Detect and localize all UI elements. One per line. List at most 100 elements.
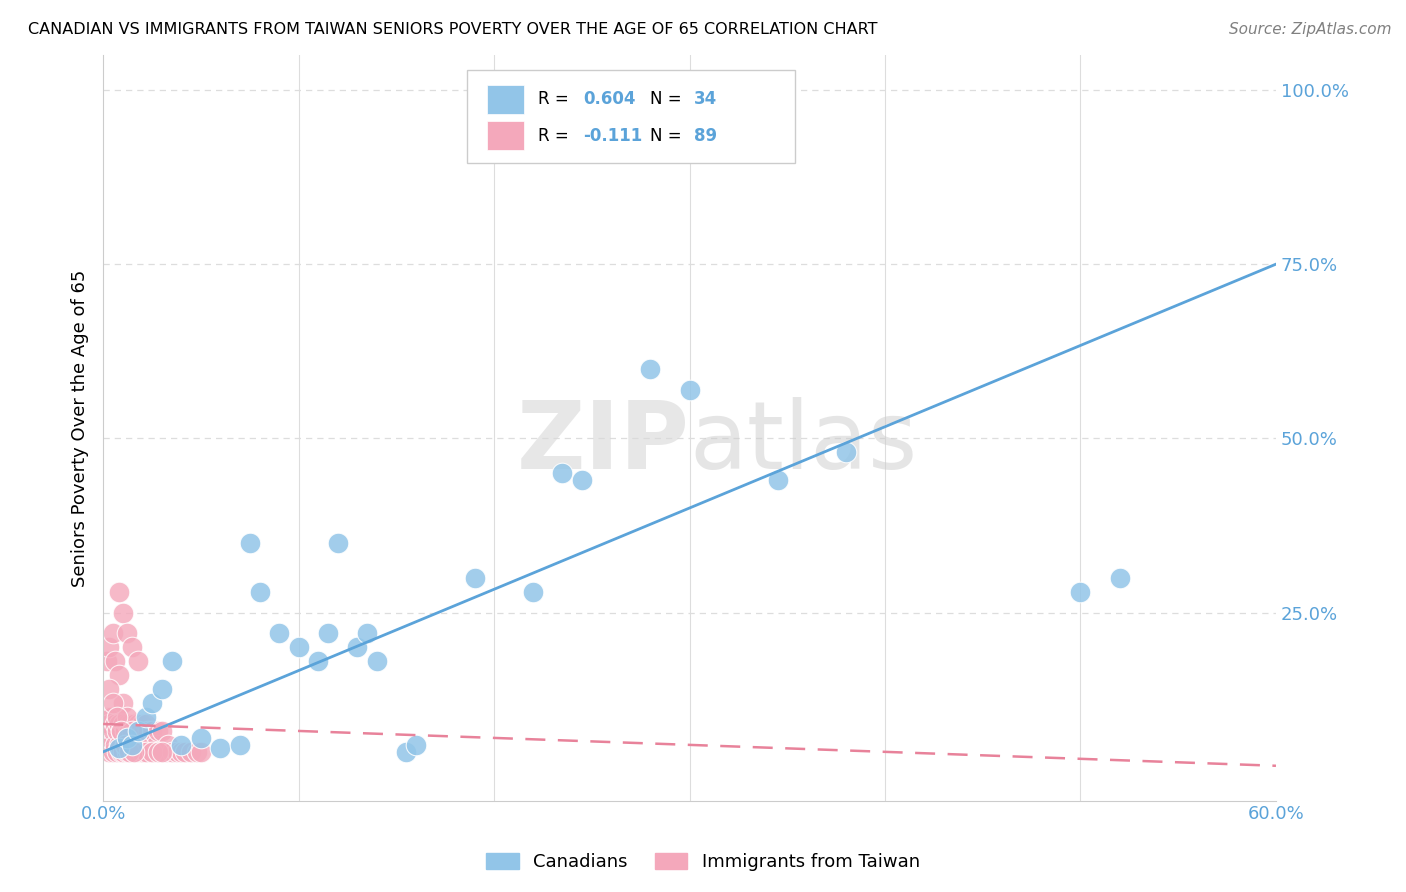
Point [136,723,159,738]
Point [107,738,129,752]
Point [190,745,212,759]
Point [134,738,156,752]
Point [239,536,262,550]
Point [346,640,368,655]
Point [121,723,143,738]
Point [115,710,138,724]
Point [114,723,136,738]
Point [125,738,148,752]
Point [766,473,789,487]
Point [135,745,157,759]
Point [131,745,153,759]
Text: N =: N = [650,90,686,109]
Point [101,723,124,738]
Point [395,745,418,759]
Point [121,738,143,752]
Point [150,682,173,697]
Point [107,584,129,599]
Point [551,466,574,480]
Point [170,745,193,759]
Point [366,654,388,668]
Point [98,682,121,697]
Point [115,717,138,731]
Point [136,738,159,752]
Point [107,741,129,756]
Point [105,745,128,759]
Point [155,745,177,759]
Point [96,710,118,724]
Point [111,717,134,731]
Text: R =: R = [538,90,574,109]
Point [146,745,169,759]
Text: CANADIAN VS IMMIGRANTS FROM TAIWAN SENIORS POVERTY OVER THE AGE OF 65 CORRELATIO: CANADIAN VS IMMIGRANTS FROM TAIWAN SENIO… [28,22,877,37]
Text: 34: 34 [695,90,717,109]
Point [150,723,173,738]
Point [1069,584,1091,599]
Text: 0.604: 0.604 [583,90,636,109]
Point [100,710,122,724]
Point [110,745,132,759]
Point [316,626,339,640]
Point [190,731,212,745]
Point [141,723,163,738]
Point [104,717,127,731]
Point [678,383,700,397]
Point [150,745,173,759]
Point [120,745,142,759]
Point [94,723,117,738]
Point [464,571,486,585]
Point [117,738,139,752]
Point [110,723,132,738]
Point [160,745,183,759]
Point [1108,571,1130,585]
Point [98,745,121,759]
Bar [486,86,524,113]
Point [96,738,118,752]
Point [127,654,149,668]
Point [522,584,544,599]
Point [129,738,152,752]
Text: N =: N = [650,127,686,145]
Point [139,745,162,759]
Point [121,738,143,752]
Point [135,710,157,724]
Text: ZIP: ZIP [516,397,689,489]
Text: R =: R = [538,127,574,145]
Point [229,738,252,752]
Point [326,536,349,550]
FancyBboxPatch shape [467,70,796,163]
Point [104,738,127,752]
Point [129,723,152,738]
Point [249,584,271,599]
Bar [486,121,524,150]
Point [186,745,208,759]
Point [98,640,121,655]
Point [105,710,128,724]
Point [115,731,138,745]
Point [111,745,134,759]
Point [209,741,232,756]
Point [307,654,329,668]
Point [107,668,129,682]
Point [127,723,149,738]
Point [267,626,290,640]
Point [127,745,149,759]
Point [115,626,138,640]
Point [107,717,129,731]
Point [114,738,136,752]
Point [101,626,124,640]
Point [356,626,378,640]
Point [101,696,124,710]
Point [124,717,146,731]
Point [160,654,183,668]
Point [120,717,142,731]
Point [141,745,163,759]
Point [117,745,139,759]
Point [105,723,128,738]
Point [124,745,146,759]
Text: -0.111: -0.111 [583,127,643,145]
Point [134,723,156,738]
Point [124,745,146,759]
Point [111,606,134,620]
Point [131,717,153,731]
